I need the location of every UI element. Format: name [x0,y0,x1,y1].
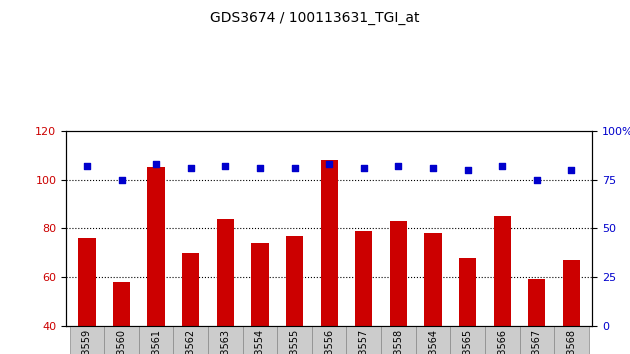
Text: GSM493559: GSM493559 [82,329,92,354]
Text: GSM493560: GSM493560 [117,329,127,354]
Bar [139,326,173,354]
Bar [147,167,165,326]
Bar [425,233,442,326]
Bar [78,238,96,326]
Bar [485,326,520,354]
Text: GSM493558: GSM493558 [393,329,403,354]
Bar [312,326,347,354]
Bar [277,326,312,354]
Bar [104,326,139,354]
Text: GSM493556: GSM493556 [324,329,334,354]
Bar [217,218,234,326]
Bar [251,243,268,326]
Point [497,163,507,169]
Point [566,167,576,173]
Bar [173,326,208,354]
Point [393,163,403,169]
Bar [450,326,485,354]
Point [151,161,161,167]
Text: GSM493564: GSM493564 [428,329,438,354]
Bar [520,326,554,354]
Point [220,163,231,169]
Text: GSM493561: GSM493561 [151,329,161,354]
Point [462,167,472,173]
Text: GSM493563: GSM493563 [220,329,231,354]
Text: GSM493555: GSM493555 [290,329,300,354]
Point [255,165,265,171]
Point [82,163,92,169]
Point [117,177,127,183]
Bar [390,221,407,326]
Text: GSM493554: GSM493554 [255,329,265,354]
Point [324,161,334,167]
Point [186,165,196,171]
Bar [243,326,277,354]
Bar [113,282,130,326]
Text: GSM493562: GSM493562 [186,329,196,354]
Point [428,165,438,171]
Bar [563,260,580,326]
Text: GSM493557: GSM493557 [358,329,369,354]
Text: GSM493565: GSM493565 [462,329,472,354]
Bar [459,257,476,326]
Point [290,165,300,171]
Bar [528,279,546,326]
Bar [381,326,416,354]
Text: GDS3674 / 100113631_TGI_at: GDS3674 / 100113631_TGI_at [210,11,420,25]
Text: GSM493566: GSM493566 [497,329,507,354]
Text: GSM493568: GSM493568 [566,329,576,354]
Bar [355,231,372,326]
Bar [346,326,381,354]
Bar [182,253,199,326]
Bar [208,326,243,354]
Bar [554,326,589,354]
Point [532,177,542,183]
Text: GSM493567: GSM493567 [532,329,542,354]
Bar [321,160,338,326]
Bar [493,216,511,326]
Bar [416,326,450,354]
Bar [69,326,104,354]
Point [358,165,369,171]
Bar [286,236,303,326]
